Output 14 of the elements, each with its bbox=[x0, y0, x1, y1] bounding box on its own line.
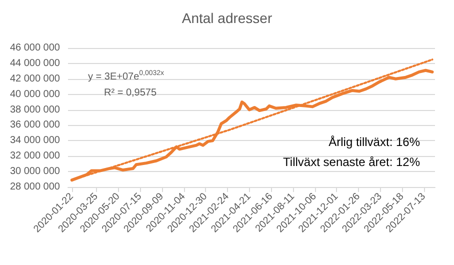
y-tick-label: 46 000 000 bbox=[10, 42, 60, 54]
annotation: R² = 0,9575 bbox=[104, 88, 157, 98]
annotation: Årlig tillväxt: 16% bbox=[328, 135, 420, 149]
y-tick-label: 28 000 000 bbox=[10, 182, 60, 192]
y-tick-label: 42 000 000 bbox=[10, 73, 60, 84]
y-tick-label: 32 000 000 bbox=[10, 150, 60, 162]
y-tick-label: 36 000 000 bbox=[10, 120, 60, 131]
annotation: Tillväxt senaste året: 12% bbox=[283, 155, 420, 169]
y-tick-label: 30 000 000 bbox=[10, 166, 60, 178]
chart-title: Antal adresser bbox=[182, 10, 272, 26]
y-tick-label: 38 000 000 bbox=[10, 104, 60, 116]
y-tick-label: 40 000 000 bbox=[10, 88, 60, 100]
y-tick-label: 34 000 000 bbox=[10, 135, 60, 146]
y-tick-label: 44 000 000 bbox=[10, 58, 60, 69]
